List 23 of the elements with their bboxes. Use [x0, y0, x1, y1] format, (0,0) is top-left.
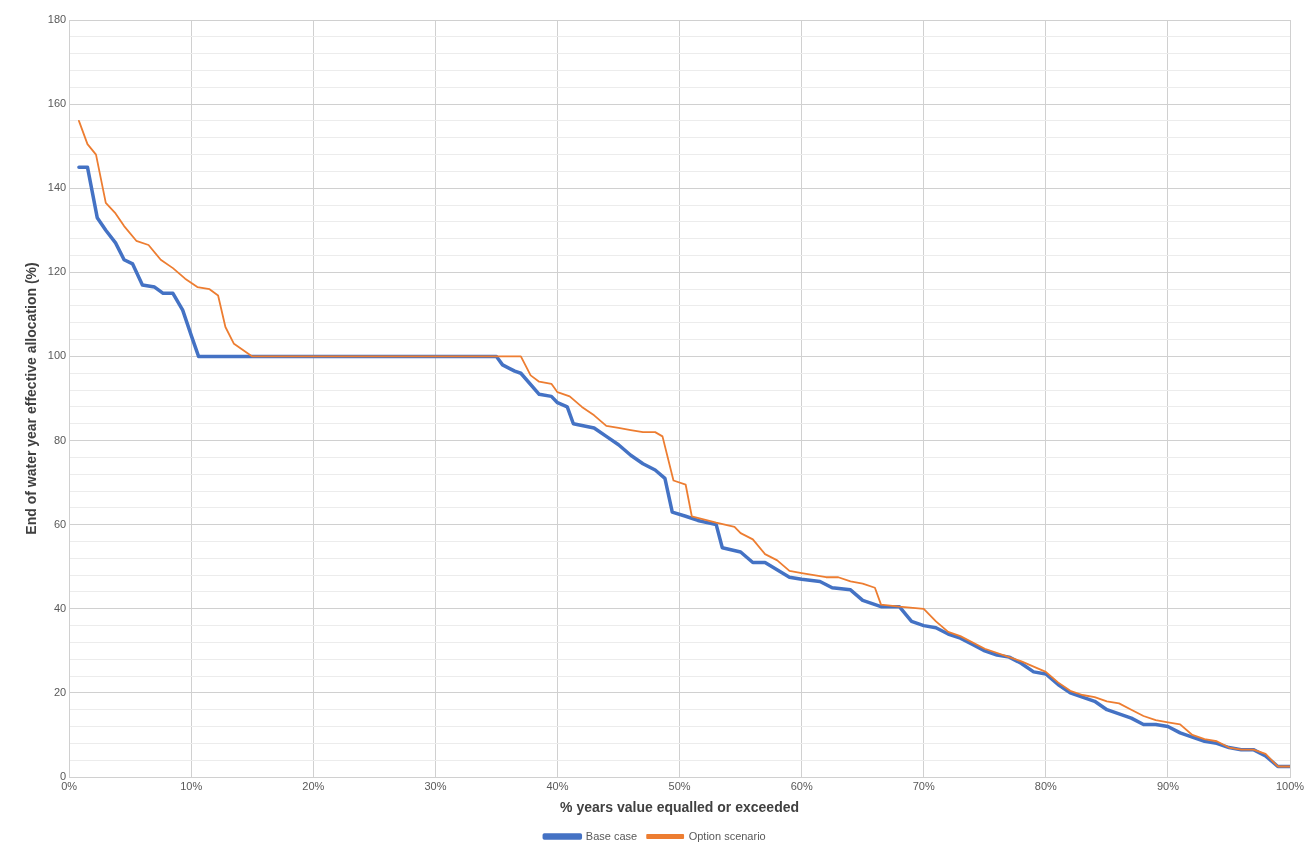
x-tick-label: 30% [424, 779, 447, 792]
y-tick-label: 20 [53, 685, 67, 698]
x-tick-label: 50% [668, 779, 691, 792]
y-tick-label: 140 [47, 181, 67, 194]
y-axis-title: End of water year effective allocation (%) [23, 262, 40, 535]
y-tick-label: 40 [53, 601, 67, 614]
x-tick-label: 10% [180, 779, 203, 792]
legend-label: Option scenario [688, 829, 766, 842]
y-tick-label: 60 [53, 517, 67, 530]
x-tick-label: 80% [1034, 779, 1058, 792]
x-axis-title: % years value equalled or exceeded [560, 799, 800, 816]
x-tick-label: 40% [546, 779, 569, 792]
y-tick-label: 160 [47, 97, 67, 110]
x-tick-label: 60% [790, 779, 813, 792]
legend-label: Base case [585, 829, 638, 842]
y-tick-label: 180 [47, 13, 67, 26]
x-tick-label: 20% [302, 779, 325, 792]
x-tick-label: 100% [1275, 779, 1305, 792]
y-tick-label: 80 [53, 433, 67, 446]
y-tick-label: 100 [47, 349, 67, 362]
y-tick-label: 120 [47, 265, 67, 278]
x-tick-label: 70% [912, 779, 935, 792]
x-tick-label: 90% [1156, 779, 1180, 792]
